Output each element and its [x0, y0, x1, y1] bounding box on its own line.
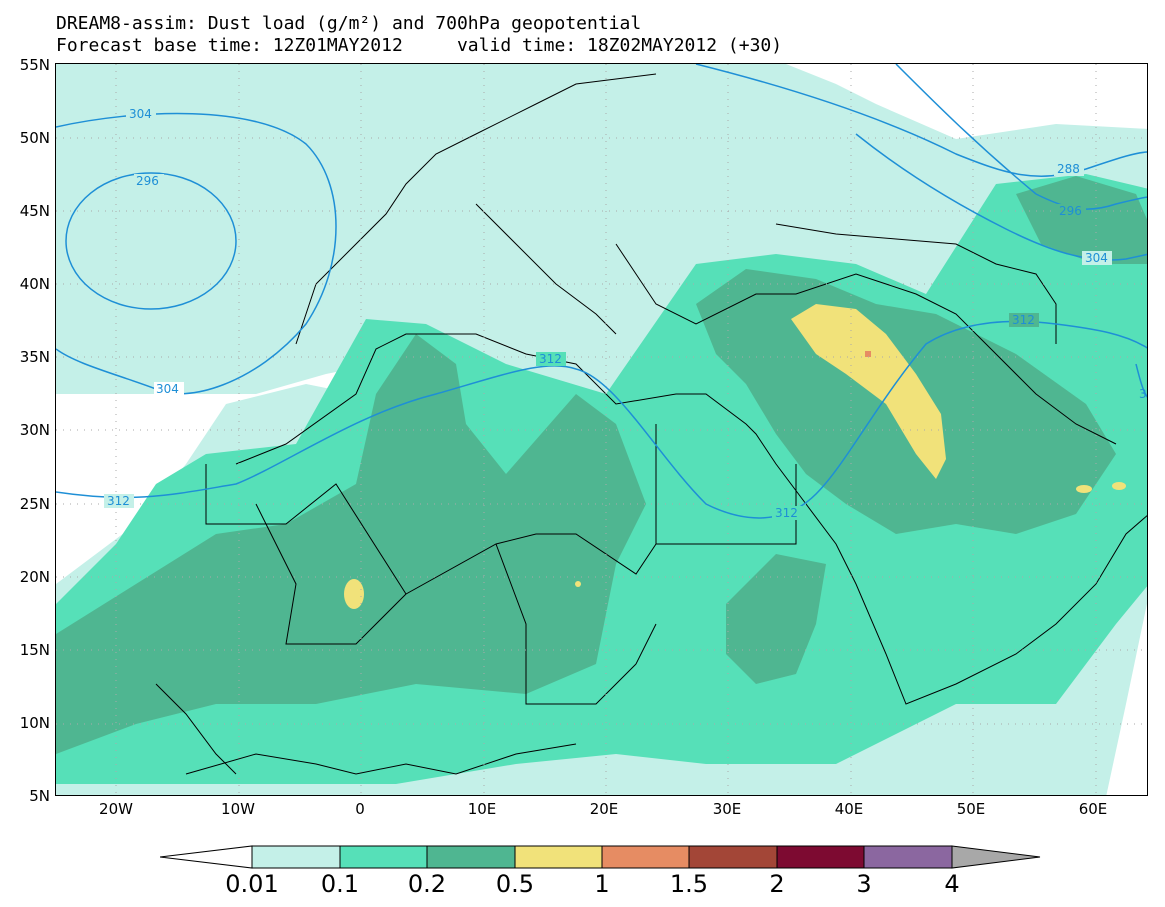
colorbar-label-6: 2: [769, 870, 785, 898]
dust-region-yellow-sahel: [344, 579, 364, 609]
contour-label-1: 296: [136, 174, 159, 188]
colorbar-arrow-right: [951, 845, 1041, 869]
contour-label-8: 304: [1085, 251, 1108, 265]
lat-label-55n: 55N: [19, 56, 50, 74]
contour-3-edge: [1135, 363, 1147, 398]
lat-label-35n: 35N: [19, 348, 50, 366]
lon-label-10w: 10W: [221, 800, 255, 818]
dust-region-dark-sudan: [726, 554, 826, 684]
dust-region-dark-west: [56, 334, 646, 754]
lon-label-20e: 20E: [589, 800, 619, 818]
colorbar-label-8: 4: [944, 870, 960, 898]
colorbar-bin-3: [514, 845, 603, 869]
contour-label-4: 312: [539, 352, 562, 366]
colorbar-bin-6: [776, 845, 865, 869]
colorbar-bin-5: [688, 845, 778, 869]
colorbar-bin-2: [426, 845, 516, 869]
dust-map-svg: 304 296 304 312 312 312 288 296 304 312 …: [56, 64, 1147, 795]
contour-label-6: 288: [1057, 162, 1080, 176]
contour-label-10: 3: [1139, 387, 1147, 401]
colorbar-label-7: 3: [856, 870, 872, 898]
colorbar: [160, 845, 1041, 869]
colorbar-label-2: 0.2: [407, 870, 447, 898]
colorbar-label-3: 0.5: [495, 870, 535, 898]
colorbar-bin-0: [251, 845, 341, 869]
contour-312-main: [56, 320, 1147, 519]
colorbar-bin-1: [339, 845, 428, 869]
contour-label-7: 296: [1059, 204, 1082, 218]
lat-label-45n: 45N: [19, 202, 50, 220]
contour-288-east: [695, 64, 1147, 177]
colorbar-label-0: 0.01: [225, 870, 279, 898]
coastlines: [155, 73, 1147, 775]
dust-region-yellow-chad: [575, 581, 581, 587]
colorbar-bin-7: [863, 845, 953, 869]
contour-label-5: 312: [775, 506, 798, 520]
contour-304-west: [56, 112, 337, 395]
contour-label-3: 312: [107, 494, 130, 508]
dust-map: 304 296 304 312 312 312 288 296 304 312 …: [55, 63, 1148, 796]
colorbar-label-1: 0.1: [320, 870, 360, 898]
map-title: DREAM8-assim: Dust load (g/m²) and 700hP…: [56, 13, 642, 34]
lon-label-60e: 60E: [1078, 800, 1108, 818]
grid-lines: [56, 64, 1147, 795]
colorbar-arrow-left: [160, 845, 253, 869]
lon-label-50e: 50E: [956, 800, 986, 818]
lat-label-10n: 10N: [19, 714, 50, 732]
lat-label-15n: 15N: [19, 641, 50, 659]
lat-label-25n: 25N: [19, 495, 50, 513]
contour-label-9: 312: [1012, 313, 1035, 327]
colorbar-bin-4: [601, 845, 690, 869]
contour-label-2: 304: [156, 382, 179, 396]
dust-region-yellow-mesopotamia: [791, 304, 946, 479]
lat-label-20n: 20N: [19, 568, 50, 586]
lat-label-50n: 50N: [19, 129, 50, 147]
lon-label-20w: 20W: [99, 800, 133, 818]
contour-label-0: 304: [129, 107, 152, 121]
lon-label-40e: 40E: [834, 800, 864, 818]
lon-label-0: 0: [355, 800, 365, 818]
colorbar-label-4: 1: [594, 870, 610, 898]
dust-region-dark-caspian: [1016, 176, 1147, 264]
contour-296-east: [1035, 193, 1147, 210]
geopotential-contours: [56, 64, 1147, 519]
dust-region-orange: [865, 351, 871, 357]
colorbar-label-5: 1.5: [669, 870, 709, 898]
lon-label-30e: 30E: [712, 800, 742, 818]
contour-296-north: [895, 64, 1037, 195]
contour-296-west: [65, 172, 237, 310]
lat-label-40n: 40N: [19, 275, 50, 293]
lat-label-5n: 5N: [29, 787, 50, 805]
dust-region-yellow-gulf-a: [1076, 485, 1092, 493]
contour-labels: 304 296 304 312 312 312 288 296 304 312 …: [104, 107, 1147, 520]
lat-label-30n: 30N: [19, 421, 50, 439]
dust-region-yellow-gulf-b: [1112, 482, 1126, 490]
forecast-times: Forecast base time: 12Z01MAY2012 valid t…: [56, 35, 783, 56]
lon-label-10e: 10E: [467, 800, 497, 818]
